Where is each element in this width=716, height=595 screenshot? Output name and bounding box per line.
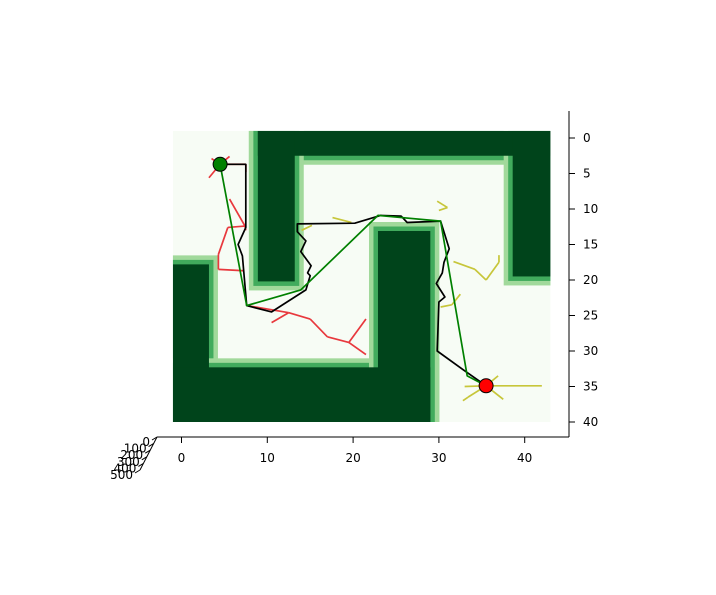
goal-tree-edge-7 [453, 260, 476, 271]
start-tree-edge-16 [348, 318, 367, 343]
paths [219, 163, 487, 387]
goal-tree-edge-12 [451, 293, 462, 306]
z-axis-spine [139, 436, 158, 471]
z-tick-2 [144, 449, 151, 454]
start-tree-edge-15 [327, 335, 350, 344]
start-tree-edge-12 [271, 311, 290, 324]
obstacle-2 [512, 130, 551, 277]
z-tick-3 [141, 456, 148, 461]
goal-tree-edge-9 [485, 261, 500, 281]
start-tree-edge-5 [228, 198, 246, 227]
smoothed-path-line [219, 164, 487, 387]
z-tick-label-2: 200 [120, 448, 143, 462]
x-tick-label-3: 30 [431, 451, 446, 465]
goal-tree-edge-11 [440, 304, 452, 308]
start-tree-edge-14 [309, 318, 328, 338]
start-tree-edge-7 [217, 227, 229, 255]
goal-tree-edge-16 [332, 216, 352, 224]
y-tick-label-4: 20 [583, 273, 598, 287]
start-tree-edge-13 [288, 311, 311, 320]
goal-tree-edge-14 [438, 206, 448, 212]
z-tick-0 [151, 436, 158, 441]
y-tick-label-7: 35 [583, 380, 598, 394]
z-tick-1 [148, 443, 154, 448]
x-tick-label-0: 0 [178, 451, 186, 465]
obstacle-5 [377, 231, 431, 422]
y-tick-label-6: 30 [583, 344, 598, 358]
obstacle-0 [257, 130, 551, 156]
start-marker [212, 156, 228, 172]
y-tick-label-1: 5 [583, 167, 591, 181]
y-tick-label-2: 10 [583, 202, 598, 216]
x-tick-label-4: 40 [517, 451, 532, 465]
y-tick-label-3: 15 [583, 238, 598, 252]
z-tick-5 [134, 469, 141, 474]
markers [212, 156, 494, 394]
goal-tree-edge-15 [301, 224, 313, 232]
goal-tree-edge-6 [462, 396, 469, 402]
x-tick-label-1: 10 [260, 451, 275, 465]
obstacle-1 [257, 130, 295, 282]
start-tree-edge-6 [227, 225, 246, 229]
y-tick-label-8: 40 [583, 415, 598, 429]
z-tick-label-1: 100 [124, 442, 147, 456]
map-mask-left [0, 0, 173, 595]
goal-tree-edge-13 [436, 200, 448, 209]
start-tree-edge-17 [348, 341, 367, 356]
y-tick-label-0: 0 [583, 131, 591, 145]
map-mask-right [550, 0, 716, 595]
z-tick-label-3: 300 [117, 455, 140, 469]
goal-marker [478, 378, 494, 394]
x-tick-label-2: 20 [345, 451, 360, 465]
z-tick-label-0: 0 [142, 435, 150, 449]
z-tick-label-4: 400 [113, 461, 136, 475]
z-tick-4 [138, 462, 144, 467]
y-tick-label-5: 25 [583, 309, 598, 323]
z-tick-label-5: 500 [110, 468, 133, 482]
goal-tree-edge-8 [474, 268, 487, 281]
